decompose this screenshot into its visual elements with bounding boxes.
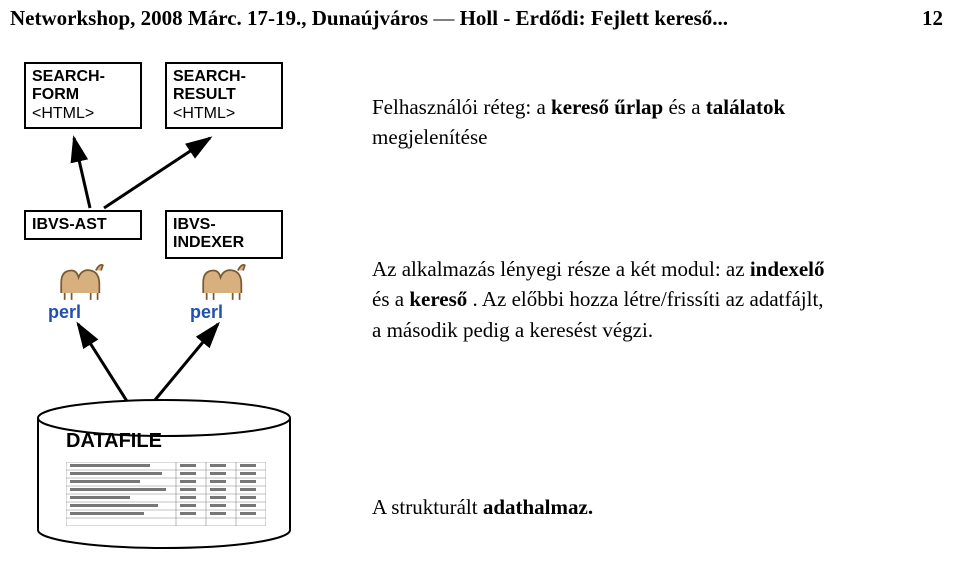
page-number: 12: [922, 6, 943, 31]
p1-a: Felhasználói réteg: a: [372, 95, 551, 119]
box-ibvs-ast-title: IBVS-AST: [32, 216, 134, 234]
page-header: Networkshop, 2008 Márc. 17-19., Dunaújvá…: [10, 6, 949, 31]
p1-d: találatok: [706, 95, 785, 119]
box-search-result: SEARCH- RESULT <HTML>: [165, 62, 283, 129]
p1-b: kereső űrlap: [551, 95, 663, 119]
p2-d: kereső: [409, 287, 467, 311]
p2-b: indexelő: [750, 257, 825, 281]
box-search-form-title: SEARCH- FORM: [32, 68, 134, 105]
box-search-form-sub: <HTML>: [32, 105, 134, 123]
box-search-result-title: SEARCH- RESULT: [173, 68, 275, 105]
box-ibvs-indexer-title: IBVS- INDEXER: [173, 216, 275, 253]
p1-e: megjelenítése: [372, 125, 487, 149]
box-search-form: SEARCH- FORM <HTML>: [24, 62, 142, 129]
camel-icon: [56, 258, 108, 302]
p2-c: és a: [372, 287, 409, 311]
header-venue: Networkshop, 2008 Márc. 17-19., Dunaújvá…: [10, 6, 428, 30]
box-ibvs-ast: IBVS-AST: [24, 210, 142, 240]
para-dataset: A strukturált adathalmaz.: [372, 492, 832, 522]
p1-c: és a: [668, 95, 705, 119]
p2-a: Az alkalmazás lényegi része a két modul:…: [372, 257, 750, 281]
datafile-label: DATAFILE: [66, 430, 162, 453]
datafile-minitable: [66, 462, 266, 526]
camel-icon: [198, 258, 250, 302]
para-user-layer: Felhasználói réteg: a kereső űrlap és a …: [372, 92, 832, 153]
header-title: Holl - Erdődi: Fejlett kereső...: [460, 6, 728, 30]
para-modules: Az alkalmazás lényegi része a két modul:…: [372, 254, 832, 345]
box-search-result-sub: <HTML>: [173, 105, 275, 123]
header-sep: —: [433, 6, 459, 30]
p3-a: A strukturált: [372, 495, 483, 519]
arrows-bottom: [60, 310, 260, 410]
arrows-top: [60, 132, 240, 212]
p3-b: adathalmaz.: [483, 495, 593, 519]
box-ibvs-indexer: IBVS- INDEXER: [165, 210, 283, 259]
